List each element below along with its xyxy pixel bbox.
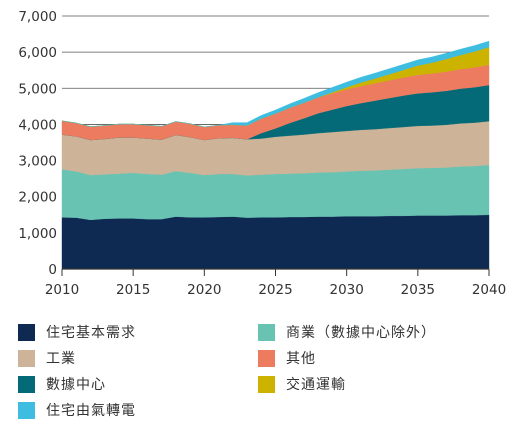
legend-item-other: 其他 xyxy=(258,348,316,368)
stacked-area-chart: 0 1,000 2,000 3,000 4,000 5,000 6,000 7,000 2010… xyxy=(18,9,506,298)
y-tick-label: 3,000 xyxy=(18,154,57,170)
y-tick-label: 4,000 xyxy=(18,117,57,133)
legend-item-data-centre: 數據中心 xyxy=(18,374,106,394)
legend-swatch xyxy=(258,375,275,393)
legend-swatch xyxy=(18,401,35,419)
x-tick-label: 2030 xyxy=(329,282,363,298)
legend-label: 其他 xyxy=(286,351,316,367)
legend-swatch xyxy=(18,375,35,393)
legend-item-industrial: 工業 xyxy=(18,348,76,368)
legend-label: 住宅基本需求 xyxy=(46,325,136,341)
legend-item-residential-base: 住宅基本需求 xyxy=(18,322,136,342)
x-tick-label: 2010 xyxy=(45,282,79,298)
legend-label: 工業 xyxy=(46,351,76,367)
y-tick-label: 6,000 xyxy=(18,45,57,61)
x-tick-label: 2035 xyxy=(401,282,435,298)
legend-item-residential-electrification: 住宅由氣轉電 xyxy=(18,400,136,420)
legend-label: 交通運輸 xyxy=(286,377,346,393)
x-tick-label: 2040 xyxy=(472,282,506,298)
legend-swatch xyxy=(258,323,275,341)
legend: 住宅基本需求 商業（數據中心除外） 工業 其他 數據中心 交通運輸 住宅由氣轉電 xyxy=(18,322,518,427)
legend-swatch xyxy=(18,349,35,367)
axes: 0 1,000 2,000 3,000 4,000 5,000 6,000 7,000 2010… xyxy=(18,9,506,298)
legend-label: 住宅由氣轉電 xyxy=(46,403,136,419)
x-tick-label: 2015 xyxy=(116,282,150,298)
y-tick-label: 7,000 xyxy=(18,9,57,25)
y-tick-label: 0 xyxy=(48,262,57,278)
area-series-group xyxy=(61,40,490,270)
legend-label: 數據中心 xyxy=(46,377,106,393)
area-series-6 xyxy=(61,40,490,128)
y-tick-label: 2,000 xyxy=(18,190,57,206)
legend-swatch xyxy=(18,323,35,341)
legend-item-commercial: 商業（數據中心除外） xyxy=(258,322,436,342)
area-series-0 xyxy=(61,214,490,270)
x-tick-label: 2020 xyxy=(187,282,221,298)
legend-label: 商業（數據中心除外） xyxy=(286,325,436,341)
legend-swatch xyxy=(258,349,275,367)
x-tick-label: 2025 xyxy=(258,282,292,298)
y-tick-label: 1,000 xyxy=(18,226,57,242)
y-tick-label: 5,000 xyxy=(18,81,57,97)
legend-item-transport: 交通運輸 xyxy=(258,374,346,394)
